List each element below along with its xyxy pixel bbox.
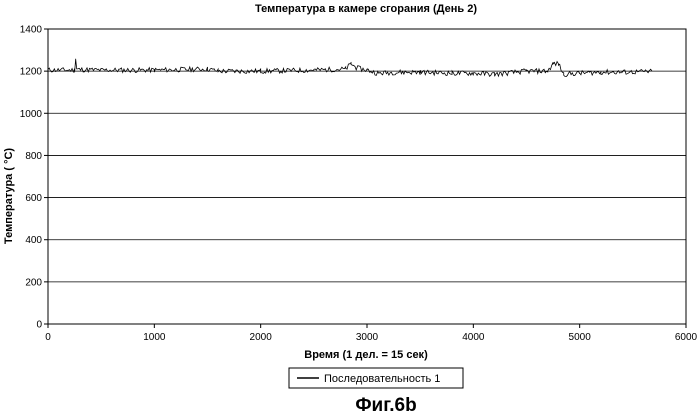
y-tick-label: 1400 (20, 25, 43, 36)
legend-entry-series-1: Последовательность 1 (324, 373, 440, 385)
y-tick-label: 0 (36, 320, 42, 331)
series-line-1 (48, 59, 652, 77)
x-tick-label: 2000 (250, 332, 273, 343)
x-tick-label: 1000 (143, 332, 166, 343)
x-tick-label: 6000 (675, 332, 698, 343)
y-axis-label: Температура ( °C) (3, 148, 15, 244)
chart-title: Температура в камере сгорания (День 2) (255, 3, 477, 15)
x-tick-label: 0 (45, 332, 51, 343)
x-tick-label: 4000 (462, 332, 485, 343)
axis-ticks: 0 200 400 600 800 1000 1200 1400 0 1000 2000 3000 40… (20, 25, 698, 344)
x-tick-label: 5000 (569, 332, 592, 343)
y-tick-label: 200 (25, 277, 42, 288)
series-lines (48, 59, 652, 77)
y-tick-label: 1200 (20, 67, 43, 78)
y-tick-label: 1000 (20, 109, 43, 120)
y-tick-label: 600 (25, 193, 42, 204)
gridlines (48, 71, 686, 282)
plot-area (48, 29, 686, 324)
y-tick-label: 800 (25, 151, 42, 162)
figure-caption: Фиг.6b (355, 395, 416, 416)
y-tick-label: 400 (25, 235, 42, 246)
legend: Последовательность 1 (289, 368, 463, 388)
x-axis-label: Время (1 дел. = 15 сек) (304, 349, 428, 361)
x-tick-label: 3000 (356, 332, 379, 343)
